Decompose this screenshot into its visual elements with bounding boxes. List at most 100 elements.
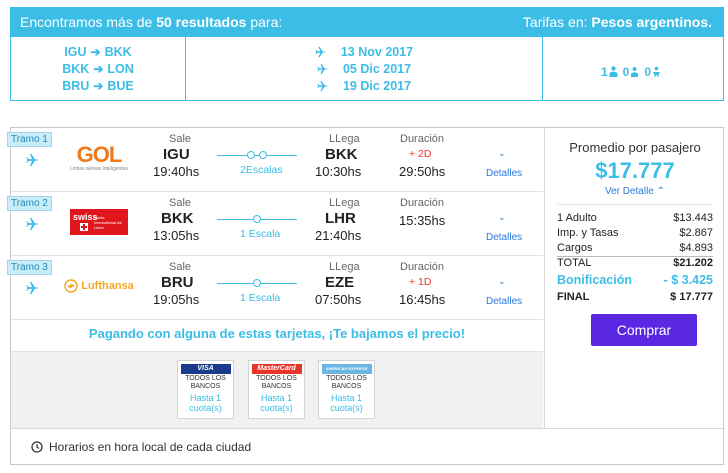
- clock-icon: [31, 441, 43, 453]
- card-banks-line2: BANCOS: [331, 383, 362, 390]
- route-destination: BKK: [104, 44, 132, 59]
- stop-dot: [253, 279, 261, 287]
- adults-count: 1: [600, 64, 608, 79]
- card-banks-line2: BANCOS: [261, 383, 292, 390]
- flight-leg[interactable]: Tramo 2 swiss Swiss International Air Li…: [7, 192, 543, 256]
- chevron-down-icon[interactable]: ⌄: [498, 212, 506, 222]
- stop-dot: [253, 215, 261, 223]
- arrive-time: 07:50hs: [315, 292, 362, 307]
- summary-passengers: 1 0 0: [543, 37, 723, 100]
- arrow-right-icon: ➔: [90, 44, 101, 59]
- destination-code: EZE: [325, 274, 355, 291]
- visa-logo: VISA: [180, 364, 231, 374]
- currency-info: Tarifas en: Pesos argentinos.: [523, 14, 712, 30]
- arrive-label: LLega: [329, 261, 360, 273]
- flight-leg[interactable]: Tramo 3 Lufthansa Sale BRU 19:05hs 1 Esc…: [7, 256, 543, 320]
- route-origin: BKK: [62, 61, 90, 76]
- airline-logo-lufthansa: Lufthansa: [59, 270, 139, 302]
- date-text: 19 Dic 2017: [342, 78, 412, 93]
- card-banks-line1: TODOS LOS: [256, 375, 297, 382]
- duration-value: 29:50hs: [399, 164, 446, 179]
- arrive-label: LLega: [329, 133, 360, 145]
- row-label: Imp. y Tasas: [557, 227, 619, 239]
- airline-logo-gol: GOL Linhas aéreas inteligentes: [59, 142, 139, 174]
- origin-code: IGU: [163, 146, 190, 163]
- card-banks-line1: TODOS LOS: [326, 375, 367, 382]
- tramo-badge: Tramo 3: [7, 260, 52, 275]
- stop-dot: [247, 151, 255, 159]
- card-visa[interactable]: VISA TODOS LOS BANCOS Hasta 1 cuota(s): [177, 360, 234, 419]
- row-label: Cargos: [557, 242, 593, 254]
- found-suffix: para:: [250, 14, 283, 30]
- arrive-time: 10:30hs: [315, 164, 362, 179]
- child-icon: [631, 67, 639, 77]
- children-count: 0: [622, 64, 630, 79]
- arrow-right-icon: ➔: [93, 61, 104, 76]
- details-toggle[interactable]: Ver Detalle ⌃: [545, 186, 725, 197]
- row-value: $13.443: [673, 212, 713, 224]
- card-cuota-line1: Hasta 1: [330, 393, 363, 403]
- found-prefix: Encontramos más de: [20, 14, 153, 30]
- mastercard-logo: MasterCard: [251, 364, 302, 374]
- details-link[interactable]: Detalles: [486, 296, 523, 307]
- duration-value: 16:45hs: [399, 292, 446, 307]
- final-row: FINAL $ 17.777: [557, 291, 713, 303]
- summary-route: BKK ➔ LON: [11, 60, 185, 77]
- details-link[interactable]: Detalles: [486, 168, 523, 179]
- route-line: [217, 155, 297, 156]
- details-link[interactable]: Detalles: [486, 232, 523, 243]
- origin-code: BKK: [161, 210, 194, 227]
- arrive-label: LLega: [329, 197, 360, 209]
- airline-name: GOL: [76, 142, 123, 167]
- duration-label: Duración: [400, 133, 445, 145]
- card-amex[interactable]: AMERICAN EXPRESS TODOS LOS BANCOS Hasta …: [318, 360, 375, 419]
- duration-value: 15:35hs: [399, 213, 446, 228]
- final-value: $ 17.777: [670, 291, 713, 303]
- duration-label: Duración: [400, 197, 445, 209]
- route-destination: BUE: [107, 78, 134, 93]
- plane-icon: [26, 153, 40, 167]
- stop-dot: [259, 151, 267, 159]
- divider: [557, 204, 713, 205]
- price-title: Promedio por pasajero: [569, 140, 701, 155]
- card-banks-line2: BANCOS: [190, 383, 221, 390]
- tramo-badge: Tramo 2: [7, 196, 52, 211]
- infants-count: 0: [644, 64, 652, 79]
- price-row: Cargos $4.893: [557, 242, 713, 254]
- flight-leg[interactable]: Tramo 1 GOL Linhas aéreas inteligentes S…: [7, 128, 543, 192]
- tramo-badge: Tramo 1: [7, 132, 52, 147]
- plane-icon: [317, 63, 329, 74]
- destination-code: BKK: [325, 146, 358, 163]
- price-amount: $17.777: [595, 158, 675, 183]
- depart-label: Sale: [169, 197, 192, 209]
- crane-logo-icon: [64, 279, 78, 293]
- timezone-text: Horarios en hora local de cada ciudad: [49, 440, 252, 454]
- chevron-up-icon[interactable]: ⌃: [656, 186, 666, 197]
- depart-time: 13:05hs: [153, 228, 200, 243]
- destination-code: LHR: [325, 210, 356, 227]
- plane-icon: [26, 217, 40, 231]
- results-count: Encontramos más de 50 resultados para:: [20, 14, 282, 30]
- day-offset: + 1D: [409, 276, 432, 288]
- summary-date: 19 Dic 2017: [186, 77, 542, 94]
- chevron-down-icon[interactable]: ⌄: [498, 148, 506, 158]
- card-cuota-line2: cuota(s): [189, 403, 222, 413]
- divider: [557, 256, 713, 257]
- summary-date: 05 Dic 2017: [186, 60, 542, 77]
- plane-icon: [317, 80, 329, 91]
- card-cuota-line1: Hasta 1: [260, 393, 293, 403]
- card-mastercard[interactable]: MasterCard TODOS LOS BANCOS Hasta 1 cuot…: [248, 360, 305, 419]
- stops-text: 1 Escala: [240, 292, 281, 304]
- date-text: 13 Nov 2017: [340, 44, 414, 59]
- chevron-down-icon[interactable]: ⌄: [498, 276, 506, 286]
- details-toggle-label[interactable]: Ver Detalle: [604, 186, 654, 197]
- swiss-cross-icon: [80, 223, 88, 231]
- amex-logo: AMERICAN EXPRESS: [321, 364, 372, 374]
- route-origin: IGU: [64, 44, 87, 59]
- timezone-note: Horarios en hora local de cada ciudad: [11, 428, 723, 465]
- origin-code: BRU: [161, 274, 194, 291]
- airline-tagline: Linhas aéreas inteligentes: [69, 166, 129, 172]
- arrow-right-icon: ➔: [93, 78, 104, 93]
- summary-dates: 13 Nov 2017 05 Dic 2017 19 Dic 2017: [186, 37, 543, 100]
- buy-button[interactable]: Comprar: [591, 314, 697, 346]
